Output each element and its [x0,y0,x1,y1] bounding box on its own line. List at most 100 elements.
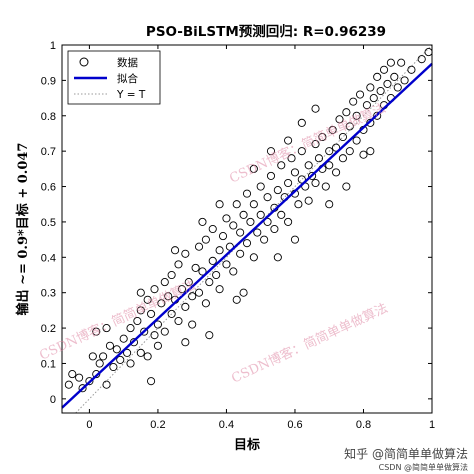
data-point [263,217,272,226]
data-point [249,164,258,173]
data-point [102,324,111,333]
data-point [150,285,159,294]
data-point [263,193,272,202]
x-tick-label: 0.8 [356,419,371,431]
data-point [119,334,128,343]
data-point [75,373,84,382]
data-point [92,327,101,336]
data-point [400,76,409,85]
data-point [318,132,327,142]
data-point [160,327,169,336]
data-point [304,161,313,170]
data-point [270,224,279,234]
y-tick-label: 1 [50,40,56,52]
y-tick-label: 0.7 [41,146,56,158]
data-point [99,352,108,361]
chart-title: PSO-BiLSTM预测回归: R=0.96239 [146,23,386,40]
y-axis-label: 输出 ~= 0.9*目标 + 0.047 [15,143,31,316]
corner-watermark-csdn: CSDN @简简单单做算法 [379,462,468,472]
data-point [256,182,265,191]
data-point [232,295,241,304]
data-point [95,359,104,368]
x-tick-label: 0.2 [150,419,165,431]
axes-box [61,44,433,414]
legend-entry-identity: Y = T [116,89,146,101]
data-point [342,108,351,117]
data-point [205,278,214,287]
data-point [294,200,303,209]
data-point [407,65,416,74]
data-point [311,104,320,113]
data-point [215,200,224,209]
data-point [102,380,111,389]
data-point [174,316,183,326]
data-point [256,210,265,219]
data-point [78,384,87,393]
data-point [88,352,97,361]
y-tick-label: 0.2 [41,323,56,335]
data-point [308,171,317,180]
data-point [181,249,190,258]
data-point [297,147,306,156]
data-point [201,299,210,308]
data-point [153,341,162,350]
data-point [136,288,145,297]
data-point [236,228,245,237]
data-point [171,246,180,255]
y-tick-label: 0.1 [41,358,56,370]
data-point [356,90,365,99]
data-point [198,267,207,276]
data-point [284,217,293,226]
data-point [236,249,245,258]
x-tick-label: 1 [429,419,435,431]
data-point [342,182,351,191]
data-point [332,143,341,152]
data-point [325,200,334,209]
x-tick-label: 0.6 [287,419,302,431]
data-point [304,196,313,205]
data-point [338,154,347,163]
data-point [229,221,238,230]
data-point [345,122,354,131]
data-point [143,352,152,361]
data-point [167,309,176,318]
data-point [277,210,286,219]
data-point [150,331,159,340]
data-point [284,136,293,145]
data-point [376,86,385,96]
y-axis-ticks: 0 0.1 0.2 0.3 0.4 0.5 0.6 0.7 0.8 0.9 1 [41,40,432,406]
data-point [198,217,207,226]
data-point [273,253,282,262]
data-point [393,83,402,92]
x-axis-label: 目标 [234,437,260,453]
data-point [177,285,186,294]
data-point [133,316,142,326]
data-point [379,65,389,74]
data-point [160,278,169,287]
data-point [386,58,395,67]
data-point [201,235,210,244]
data-point [290,168,300,177]
data-point [311,178,320,188]
data-point [314,154,323,163]
data-point [153,320,162,329]
data-point [143,295,152,304]
data-point [369,94,378,103]
data-point [349,97,358,106]
y-tick-label: 0.3 [41,288,56,300]
data-point [287,154,296,163]
data-point [260,235,269,244]
data-point [249,200,258,209]
legend-data-marker-icon [79,57,89,67]
data-point [242,189,252,198]
data-point [417,55,426,64]
data-point [253,228,262,237]
data-point [328,125,337,134]
data-point [112,345,121,354]
data-point [232,200,241,209]
data-point [140,327,149,336]
data-point [373,72,382,81]
data-point [246,217,255,226]
y-tick-label: 0.4 [41,252,56,264]
